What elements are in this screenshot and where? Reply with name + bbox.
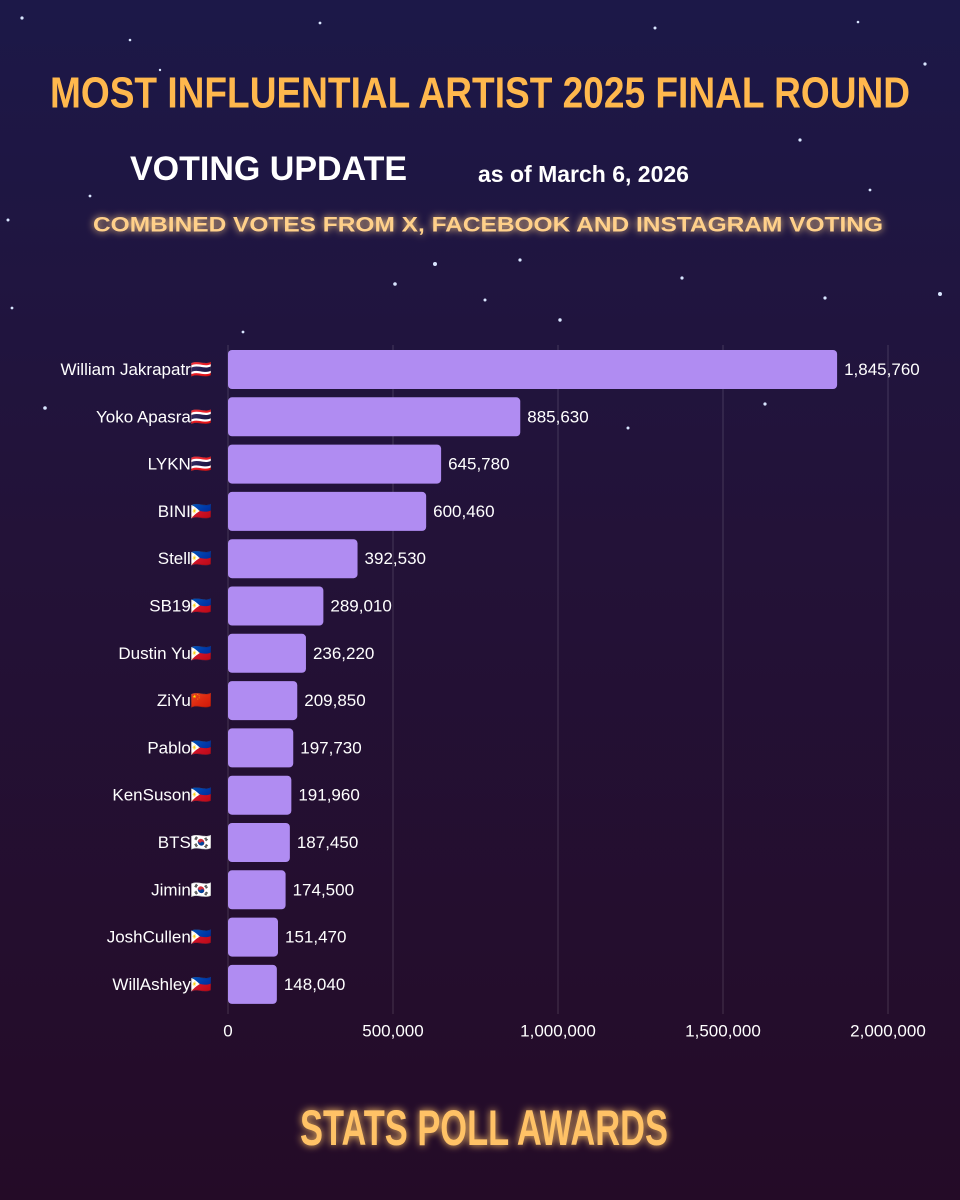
y-tick-label: LYKN🇹🇭	[148, 455, 212, 474]
y-tick-label: KenSuson🇵🇭	[112, 786, 212, 805]
heading: VOTING UPDATE	[130, 150, 407, 188]
y-tick-label: William Jakrapatr🇹🇭	[60, 360, 212, 379]
value-label: 289,010	[330, 596, 391, 615]
value-label: 1,845,760	[844, 360, 920, 379]
bar	[228, 444, 442, 484]
x-tick-label: 1,000,000	[520, 1021, 596, 1040]
bar	[228, 823, 290, 862]
value-label: 209,850	[304, 691, 365, 710]
x-tick-label: 500,000	[362, 1021, 423, 1040]
value-label: 392,530	[365, 549, 426, 568]
y-tick-label: ZiYu🇨🇳	[157, 691, 212, 710]
bar	[228, 539, 358, 579]
y-tick-label: Pablo🇵🇭	[147, 738, 212, 757]
value-label: 600,460	[433, 502, 494, 521]
bar	[228, 397, 521, 437]
value-label: 174,500	[293, 880, 354, 899]
y-tick-label: JoshCullen🇵🇭	[107, 928, 212, 947]
value-label: 148,040	[284, 975, 345, 994]
value-label: 236,220	[313, 644, 374, 663]
bar	[228, 350, 838, 389]
bar	[228, 728, 294, 768]
y-tick-label: WillAshley🇵🇭	[112, 975, 212, 994]
value-label: 645,780	[448, 455, 509, 474]
bar	[228, 586, 324, 626]
y-tick-label: Stell🇵🇭	[158, 549, 212, 568]
value-label: 885,630	[527, 407, 588, 426]
bar	[228, 633, 306, 673]
bar	[228, 491, 427, 531]
bar	[228, 917, 278, 957]
y-tick-label: SB19🇵🇭	[149, 596, 212, 615]
y-tick-label: Jimin🇰🇷	[151, 880, 212, 899]
date-note: as of March 6, 2026	[478, 161, 689, 187]
y-tick-label: BINI🇵🇭	[158, 502, 212, 521]
bar	[228, 775, 292, 815]
value-label: 191,960	[298, 786, 359, 805]
subtitle: COMBINED VOTES FROM X, FACEBOOK AND INST…	[93, 214, 883, 237]
x-tick-label: 0	[223, 1021, 232, 1040]
bar	[228, 681, 298, 721]
value-label: 197,730	[300, 738, 361, 757]
stars	[6, 16, 942, 430]
y-tick-label: Dustin Yu🇵🇭	[118, 644, 212, 663]
x-tick-label: 1,500,000	[685, 1021, 761, 1040]
footer: STATS POLL AWARDS	[300, 1100, 668, 1156]
chart-title: MOST INFLUENTIAL ARTIST 2025 FINAL ROUND	[50, 69, 910, 118]
bar	[228, 870, 286, 910]
bar	[228, 964, 277, 1004]
value-label: 187,450	[297, 833, 358, 852]
value-label: 151,470	[285, 928, 346, 947]
y-tick-label: Yoko Apasra🇹🇭	[96, 407, 212, 426]
x-tick-label: 2,000,000	[850, 1021, 926, 1040]
y-tick-label: BTS🇰🇷	[158, 833, 212, 852]
